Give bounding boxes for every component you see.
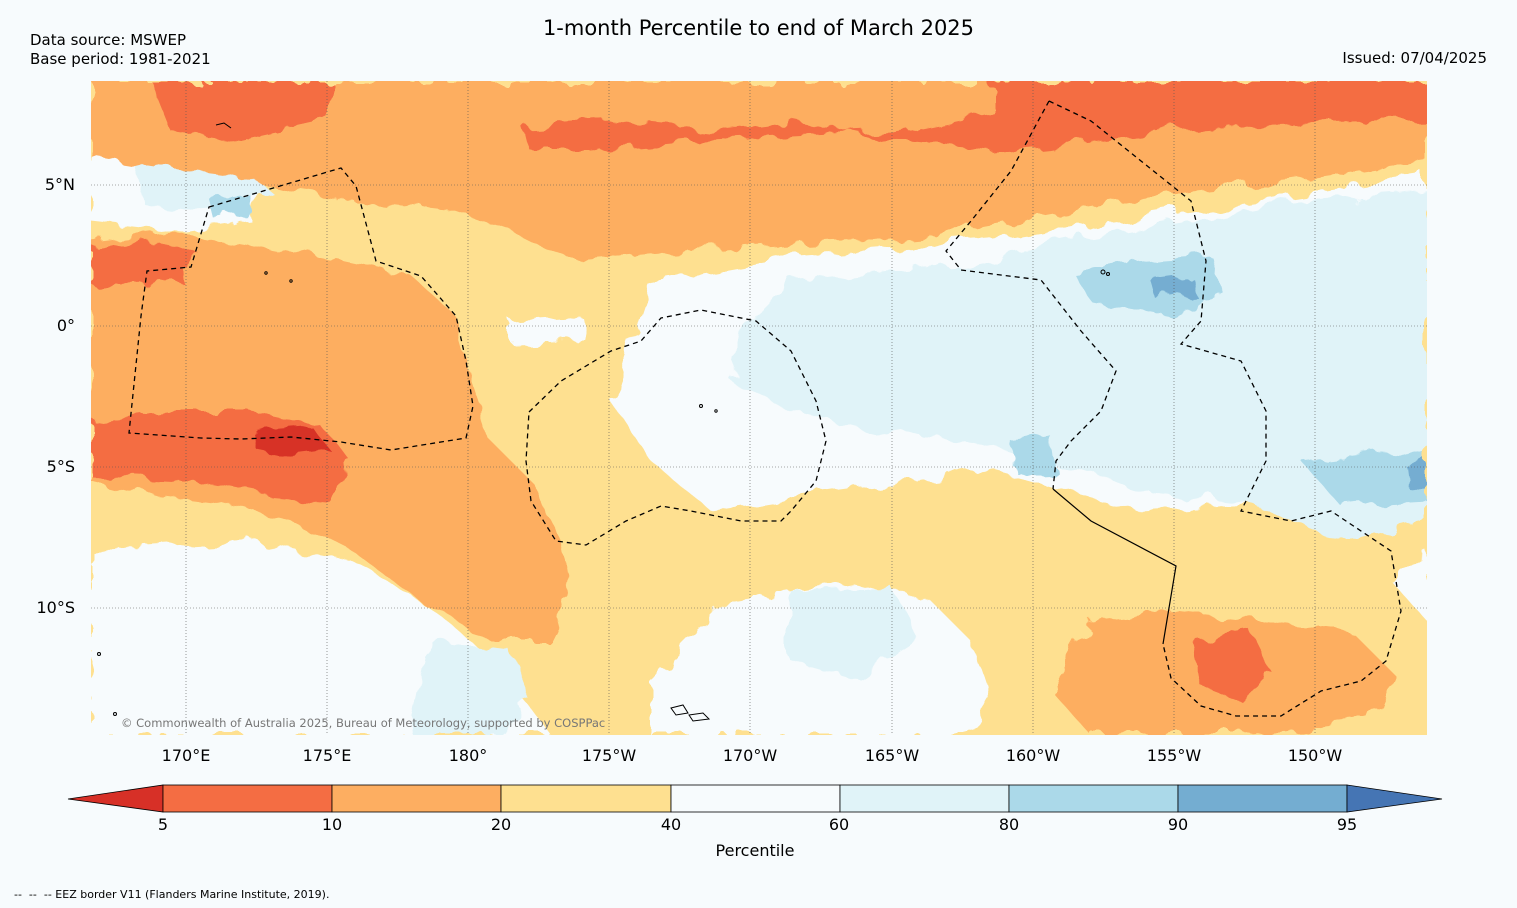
island-samoa-east [688, 712, 711, 722]
region-80-90-east [1071, 256, 1221, 316]
island-tarawa [215, 122, 232, 129]
region-80-90-mid [1011, 436, 1056, 473]
island-dot-5 [97, 652, 101, 656]
islands [97, 122, 1110, 722]
eez-border-kiribati-line-west [945, 100, 1117, 490]
island-dot-3 [1100, 269, 1106, 275]
island-dot-4 [1106, 272, 1110, 276]
copyright-notice: © Commonwealth of Australia 2025, Bureau… [121, 716, 606, 730]
lon-label-150w: 150°W [1287, 746, 1343, 765]
colorbar-tick-5: 5 [157, 815, 169, 834]
eez-border-kiribati-phoenix [525, 309, 827, 546]
region-5-10-southeast [1191, 631, 1271, 701]
lon-label-170w: 170°W [722, 746, 778, 765]
island-samoa [670, 704, 689, 716]
colorbar-tick-90: 90 [1167, 815, 1189, 834]
percentile-map-canvas [91, 81, 1427, 735]
lon-label-180: 180° [448, 746, 488, 765]
region-90-95-far-east [1406, 461, 1427, 491]
eez-border-kiribati-gilberts [128, 167, 474, 451]
lat-label-10s: 10°S [36, 598, 75, 617]
colorbar [67, 784, 1443, 813]
region-5-10-far-west [91, 241, 201, 286]
lon-label-170e: 170°E [161, 746, 211, 765]
lon-label-175e: 175°E [302, 746, 352, 765]
lat-label-0: 0° [56, 316, 75, 335]
grid-lines [91, 81, 1427, 735]
lon-label-160w: 160°W [1005, 746, 1061, 765]
colorbar-tick-40: 40 [660, 815, 682, 834]
colorbar-segment-60-80 [839, 784, 1010, 813]
colorbar-segment-lt5 [67, 784, 164, 813]
colorbar-segment-10-20 [331, 784, 502, 813]
eez-border-kiribati-line [1048, 100, 1402, 717]
region-10-20-west [91, 231, 571, 641]
data-source-label: Data source: MSWEP [30, 31, 187, 49]
lat-label-5s: 5°S [46, 457, 75, 476]
lon-label-165w: 165°W [864, 746, 920, 765]
lon-label-155w: 155°W [1146, 746, 1202, 765]
percentile-map [91, 81, 1427, 735]
lon-label-175w: 175°W [581, 746, 637, 765]
region-80-90-north-west [211, 196, 256, 221]
region-60-80-southwest [411, 641, 531, 735]
region-40-60-east-strip [1391, 551, 1427, 621]
region-60-80-south-central [791, 586, 921, 681]
colorbar-segment-80-90 [1008, 784, 1179, 813]
colorbar-segment-20-40 [500, 784, 672, 813]
lat-label-5n: 5°N [44, 175, 75, 194]
region-below-5 [251, 426, 331, 456]
region-80-90-southeast [1301, 451, 1427, 506]
base-period-label: Base period: 1981-2021 [30, 50, 211, 68]
colorbar-segment-gt95 [1346, 784, 1443, 813]
island-dot-6 [113, 712, 117, 716]
region-10-20-west-equator [91, 301, 161, 351]
colorbar-tick-20: 20 [490, 815, 512, 834]
colorbar-tick-80: 80 [998, 815, 1020, 834]
map-title: 1-month Percentile to end of March 2025 [542, 16, 975, 40]
colorbar-tick-60: 60 [828, 815, 850, 834]
colorbar-title: Percentile [715, 841, 795, 860]
region-90-95-east [1151, 276, 1196, 299]
island-dot-2 [714, 409, 718, 413]
colorbar-tick-95: 95 [1336, 815, 1358, 834]
issued-date-label: Issued: 07/04/2025 [1342, 49, 1487, 67]
eez-footnote: -- -- -- EEZ border V11 (Flanders Marine… [14, 888, 330, 901]
region-40-60-equator-west [511, 316, 586, 343]
island-dot-7 [289, 279, 293, 283]
colorbar-segment-5-10 [162, 784, 333, 813]
colorbar-tick-10: 10 [321, 815, 343, 834]
region-60-80-central [731, 191, 1427, 541]
island-dot-1 [699, 404, 703, 408]
region-5-10-northwest [151, 81, 331, 141]
island-dot-8 [264, 271, 268, 275]
eez-border-solid-section [1052, 488, 1177, 645]
colorbar-segment-40-60 [670, 784, 841, 813]
eez-borders [128, 100, 1402, 717]
region-5-10-north-central [521, 81, 1427, 151]
colorbar-segment-90-95 [1177, 784, 1348, 813]
